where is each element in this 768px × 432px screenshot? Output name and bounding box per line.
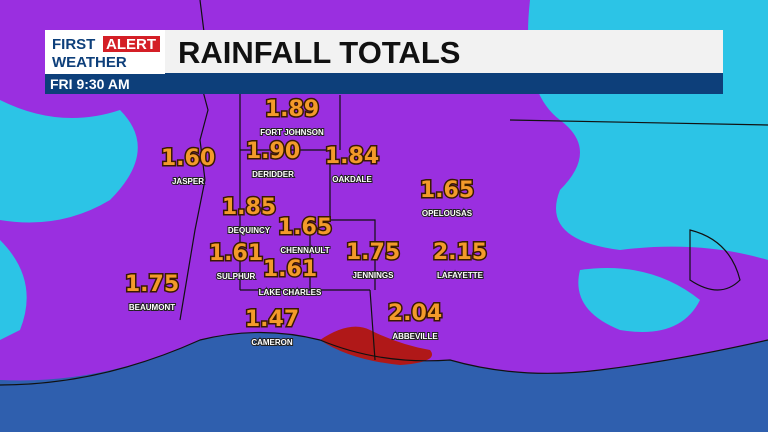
light-rain-area <box>578 268 700 332</box>
time-bar <box>45 73 723 94</box>
location-name: DERIDDER <box>252 170 294 179</box>
rainfall-value: 1.65 <box>420 178 474 203</box>
location-name: JASPER <box>172 177 204 186</box>
light-rain-area <box>0 240 27 340</box>
rainfall-value: 1.61 <box>263 257 317 282</box>
location-name: BEAUMONT <box>129 303 175 312</box>
rainfall-value: 2.15 <box>433 240 487 265</box>
logo-weather: WEATHER <box>52 54 127 71</box>
rainfall-value: 1.84 <box>325 144 379 169</box>
rainfall-value: 1.75 <box>346 240 400 265</box>
location-name: OAKDALE <box>332 175 372 184</box>
location-name: SULPHUR <box>217 272 256 281</box>
location-name: ABBEVILLE <box>392 332 438 341</box>
heavy-rain-area <box>320 326 432 365</box>
location-labels: 1.89 FORT JOHNSON 1.60 JASPER 1.90 DERIDDER 1.… <box>123 96 488 349</box>
rainfall-value: 1.61 <box>209 241 263 266</box>
rainfall-value: 1.89 <box>265 97 319 122</box>
rainfall-value: 1.85 <box>222 195 276 220</box>
rainfall-value: 1.65 <box>278 215 332 240</box>
coastline <box>0 331 768 386</box>
location-name: LAKE CHARLES <box>259 288 322 297</box>
location-name: OPELOUSAS <box>422 209 473 218</box>
location-name: DEQUINCY <box>228 226 271 235</box>
location-name: LAFAYETTE <box>437 271 484 280</box>
parish-border <box>239 90 768 361</box>
location-name: CHENNAULT <box>280 246 329 255</box>
logo-first: FIRST <box>52 36 95 53</box>
logo-alert: ALERT <box>106 36 156 53</box>
title: RAINFALL TOTALS <box>178 35 460 70</box>
logo-alert-box <box>103 36 160 52</box>
gulf-water <box>0 332 768 432</box>
rainfall-value: 1.60 <box>161 146 215 171</box>
rainfall-value: 1.90 <box>246 139 300 164</box>
light-rain-area <box>0 100 138 223</box>
time: FRI 9:30 AM <box>50 76 130 92</box>
location-name: JENNINGS <box>353 271 395 280</box>
rainfall-value: 1.47 <box>245 307 299 332</box>
location-name: CAMERON <box>251 338 293 347</box>
rainfall-value: 2.04 <box>388 301 442 326</box>
rainfall-value: 1.75 <box>125 272 179 297</box>
header: FIRST ALERT WEATHER RAINFALL TOTALS FRI … <box>45 30 723 94</box>
location-name: FORT JOHNSON <box>260 128 324 137</box>
